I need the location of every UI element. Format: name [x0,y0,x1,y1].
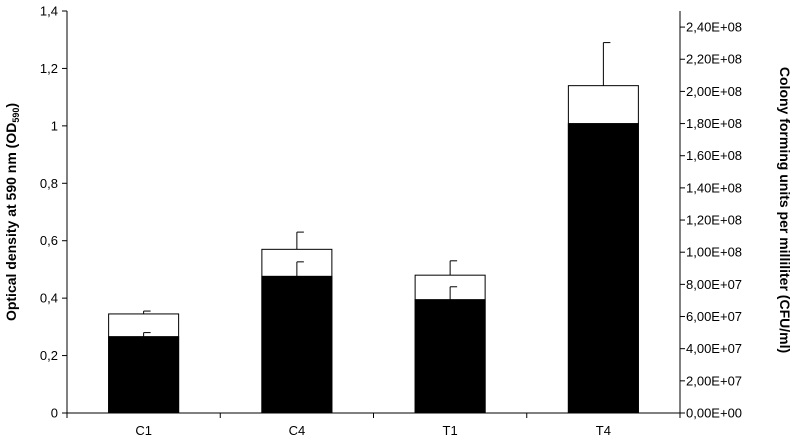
right-tick-label: 0,00E+00 [686,406,742,421]
left-tick-label: 1 [51,118,58,133]
right-tick-label: 1,80E+08 [686,116,742,131]
right-tick-label: 6,00E+07 [686,309,742,324]
left-tick-label: 0 [51,406,58,421]
left-tick-label: 0,2 [40,348,58,363]
right-tick-label: 2,40E+08 [686,20,742,35]
right-tick-label: 1,40E+08 [686,180,742,195]
left-axis-title: Optical density at 590 nm (OD590) [3,103,21,321]
left-tick-label: 0,8 [40,176,58,191]
cfu-bar [261,275,333,414]
cfu-bar [567,123,639,414]
right-tick-label: 4,00E+07 [686,341,742,356]
right-tick-label: 1,00E+08 [686,245,742,260]
x-tick-label: C1 [135,423,152,438]
x-tick-label: T4 [596,423,611,438]
axes [62,10,685,418]
right-axis-title: Colony forming units per milliliter (CFU… [777,67,793,353]
left-tick-label: 0,4 [40,291,58,306]
left-tick-label: 0,6 [40,233,58,248]
left-tick-label: 1,2 [40,61,58,76]
x-tick-label: T1 [443,423,458,438]
right-tick-label: 1,60E+08 [686,148,742,163]
cfu-bar [414,299,486,414]
right-tick-label: 2,20E+08 [686,52,742,67]
left-tick-label: 1,4 [40,4,58,19]
right-tick-label: 1,20E+08 [686,213,742,228]
right-tick-label: 8,00E+07 [686,277,742,292]
cfu-bar [108,336,180,414]
right-tick-label: 2,00E+08 [686,84,742,99]
right-tick-label: 2,00E+07 [686,373,742,388]
x-tick-label: C4 [289,423,306,438]
tick-labels: 0 0,2 0,4 0,6 0,8 1 1,2 1,4 0,00E+00 2,00E+07 4,00… [40,4,742,439]
bars [108,42,639,414]
